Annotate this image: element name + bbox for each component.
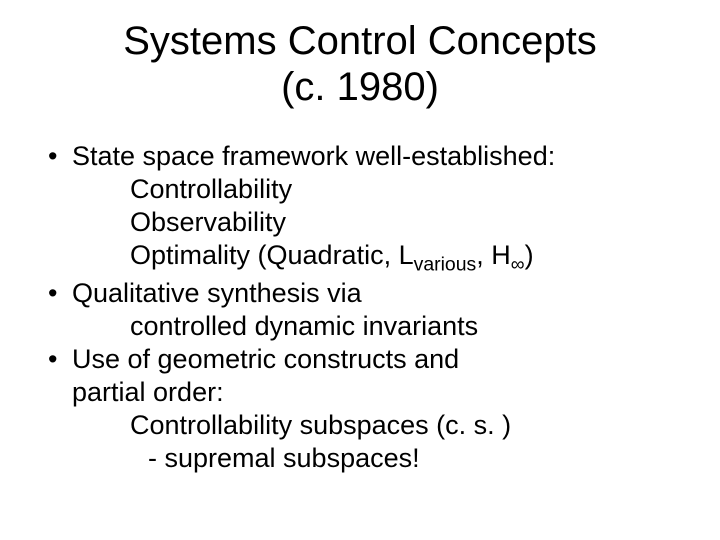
- bullet-dot-icon: •: [44, 277, 72, 310]
- bullet-1-sub-3: Optimality (Quadratic, Lvarious, H∞): [44, 239, 690, 277]
- title-line-2: (c. 1980): [281, 65, 439, 109]
- bullet-3: • Use of geometric constructs and: [44, 343, 690, 376]
- bullet-3-sub-1: Controllability subspaces (c. s. ): [44, 409, 690, 442]
- b1s3-pre: Optimality (Quadratic, L: [130, 240, 414, 270]
- bullet-1-sub-1: Controllability: [44, 173, 690, 206]
- slide-body: • State space framework well-established…: [30, 140, 690, 475]
- title-line-1: Systems Control Concepts: [123, 19, 597, 63]
- b1s3-sub1: various: [414, 253, 477, 275]
- bullet-2-text: Qualitative synthesis via: [72, 277, 690, 310]
- bullet-2-sub-1: controlled dynamic invariants: [44, 310, 690, 343]
- b1s3-mid: , H: [476, 240, 511, 270]
- bullet-1-text: State space framework well-established:: [72, 140, 690, 173]
- bullet-1-sub-2: Observability: [44, 206, 690, 239]
- bullet-2: • Qualitative synthesis via: [44, 277, 690, 310]
- bullet-3-line-2: partial order:: [44, 376, 690, 409]
- b1s3-post: ): [525, 240, 534, 270]
- slide-title: Systems Control Concepts (c. 1980): [30, 18, 690, 110]
- bullet-1: • State space framework well-established…: [44, 140, 690, 173]
- bullet-dot-icon: •: [44, 343, 72, 376]
- b1s3-sub2: ∞: [511, 253, 525, 275]
- bullet-dot-icon: •: [44, 140, 72, 173]
- bullet-3-sub-2: - supremal subspaces!: [44, 442, 690, 475]
- bullet-3-line-1: Use of geometric constructs and: [72, 343, 690, 376]
